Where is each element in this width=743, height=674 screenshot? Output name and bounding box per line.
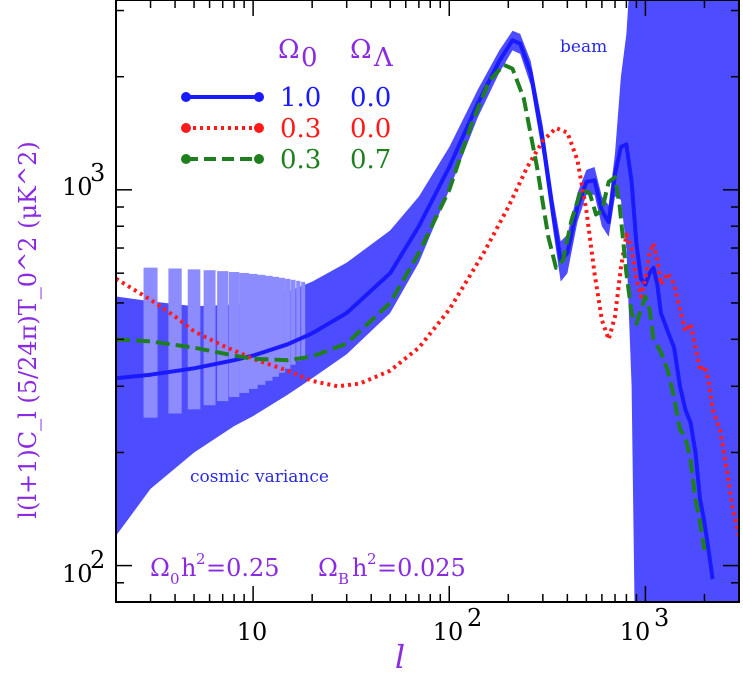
svg-text:0.3: 0.3 bbox=[280, 145, 321, 175]
variance-bar bbox=[248, 273, 258, 389]
legend-header: Ω 0 Ω Λ bbox=[278, 35, 394, 73]
cosmic-variance-annotation: cosmic variance bbox=[190, 467, 329, 487]
variance-bar bbox=[284, 278, 291, 369]
variance-bar bbox=[278, 277, 285, 373]
svg-text:Ω: Ω bbox=[318, 554, 338, 582]
legend-entry-2: 0.3 0.0 bbox=[181, 114, 391, 144]
variance-bar bbox=[239, 272, 250, 393]
tick-layer bbox=[115, 0, 740, 603]
plot-area bbox=[115, 0, 740, 603]
variance-bar bbox=[301, 281, 306, 357]
y-tick-label-1000: 10 3 bbox=[62, 159, 105, 201]
variance-bar bbox=[187, 269, 201, 410]
sample-bars-layer bbox=[143, 267, 306, 418]
y-axis-label: l(l+1)C_l (5/24π)T_0^2 (μK^2) bbox=[14, 141, 42, 518]
beam-annotation: beam bbox=[560, 37, 607, 57]
svg-text:2: 2 bbox=[90, 546, 105, 574]
variance-bar bbox=[264, 275, 273, 381]
x-axis-label: l bbox=[395, 638, 405, 674]
x-tick-label-10: 10 bbox=[237, 618, 268, 646]
svg-text:Ω: Ω bbox=[278, 35, 300, 65]
svg-text:h: h bbox=[352, 554, 367, 582]
series-layer bbox=[116, 38, 739, 580]
svg-text:=0.025: =0.025 bbox=[377, 554, 466, 582]
svg-text:Ω: Ω bbox=[150, 554, 170, 582]
variance-bar bbox=[290, 279, 296, 365]
cosmology-parameters: Ω 0 h 2 =0.25 Ω B h 2 =0.025 bbox=[150, 550, 466, 588]
svg-text:2: 2 bbox=[196, 550, 206, 568]
svg-text:10: 10 bbox=[620, 618, 651, 646]
svg-text:0.3: 0.3 bbox=[280, 114, 321, 144]
svg-text:2: 2 bbox=[367, 550, 377, 568]
svg-text:B: B bbox=[338, 570, 349, 588]
variance-bar bbox=[143, 267, 158, 418]
y-tick-label-100: 10 2 bbox=[62, 546, 105, 588]
legend: Ω 0 Ω Λ 1.0 0.0 0.3 0.0 0.3 0.7 bbox=[181, 35, 394, 175]
svg-text:10: 10 bbox=[433, 618, 464, 646]
variance-bar bbox=[203, 270, 216, 406]
svg-text:h: h bbox=[181, 554, 196, 582]
series-line-2 bbox=[116, 126, 739, 537]
svg-text:10: 10 bbox=[62, 560, 93, 588]
variance-bar bbox=[296, 280, 301, 361]
series-line-1 bbox=[116, 38, 715, 580]
plot-frame bbox=[115, 0, 740, 603]
variance-bar bbox=[257, 274, 266, 385]
band-layer bbox=[116, 0, 739, 602]
svg-text:0.7: 0.7 bbox=[350, 145, 391, 175]
svg-text:3: 3 bbox=[654, 604, 669, 632]
x-tick-label-1000: 10 3 bbox=[620, 604, 670, 646]
svg-text:=0.25: =0.25 bbox=[206, 554, 280, 582]
variance-bar bbox=[271, 276, 279, 377]
series-line-3 bbox=[116, 62, 707, 551]
legend-entry-3: 0.3 0.7 bbox=[181, 145, 391, 175]
legend-entry-1: 1.0 0.0 bbox=[181, 83, 391, 113]
svg-text:Ω: Ω bbox=[350, 35, 372, 65]
svg-text:1.0: 1.0 bbox=[280, 83, 321, 113]
svg-text:3: 3 bbox=[90, 159, 105, 187]
svg-text:0.0: 0.0 bbox=[350, 114, 391, 144]
variance-bar bbox=[228, 272, 240, 398]
svg-text:10: 10 bbox=[62, 173, 93, 201]
x-tick-label-100: 10 2 bbox=[433, 604, 483, 646]
variance-bar bbox=[217, 271, 229, 402]
svg-text:2: 2 bbox=[467, 604, 482, 632]
svg-text:0: 0 bbox=[301, 43, 318, 73]
svg-text:Λ: Λ bbox=[373, 43, 394, 73]
svg-text:0: 0 bbox=[170, 570, 180, 588]
variance-bar bbox=[168, 268, 182, 414]
cosmic-variance-band bbox=[116, 0, 739, 602]
svg-text:0.0: 0.0 bbox=[350, 83, 391, 113]
